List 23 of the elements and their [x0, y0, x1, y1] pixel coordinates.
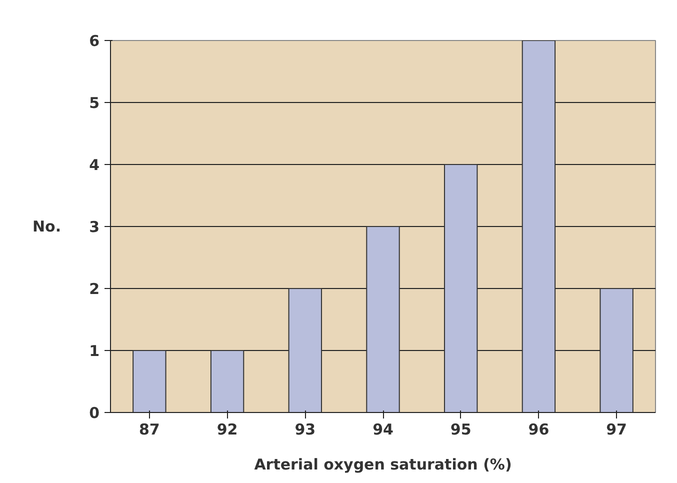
x-tick-label: 97: [606, 420, 628, 438]
bar: [600, 288, 634, 412]
x-tick-label: 87: [138, 420, 160, 438]
y-tick-label: 6: [89, 32, 100, 50]
y-tick-label: 2: [89, 280, 100, 298]
y-tick-label: 5: [89, 94, 100, 112]
bar: [210, 350, 244, 412]
bar: [132, 350, 166, 412]
bar: [522, 40, 556, 412]
x-tick-label: 94: [372, 420, 394, 438]
y-tick-label: 3: [89, 218, 100, 236]
y-axis-title: No.: [32, 218, 62, 236]
x-tick-label: 92: [216, 420, 238, 438]
x-axis-title: Arterial oxygen saturation (%): [254, 456, 512, 474]
x-tick-label: 93: [294, 420, 316, 438]
bar: [366, 226, 400, 412]
bar: [288, 288, 322, 412]
y-tick-label: 4: [89, 156, 100, 174]
x-tick-label: 96: [528, 420, 550, 438]
bar: [444, 164, 478, 412]
x-tick-label: 95: [450, 420, 472, 438]
y-tick-label: 1: [89, 342, 100, 360]
y-tick-label: 0: [89, 404, 100, 422]
